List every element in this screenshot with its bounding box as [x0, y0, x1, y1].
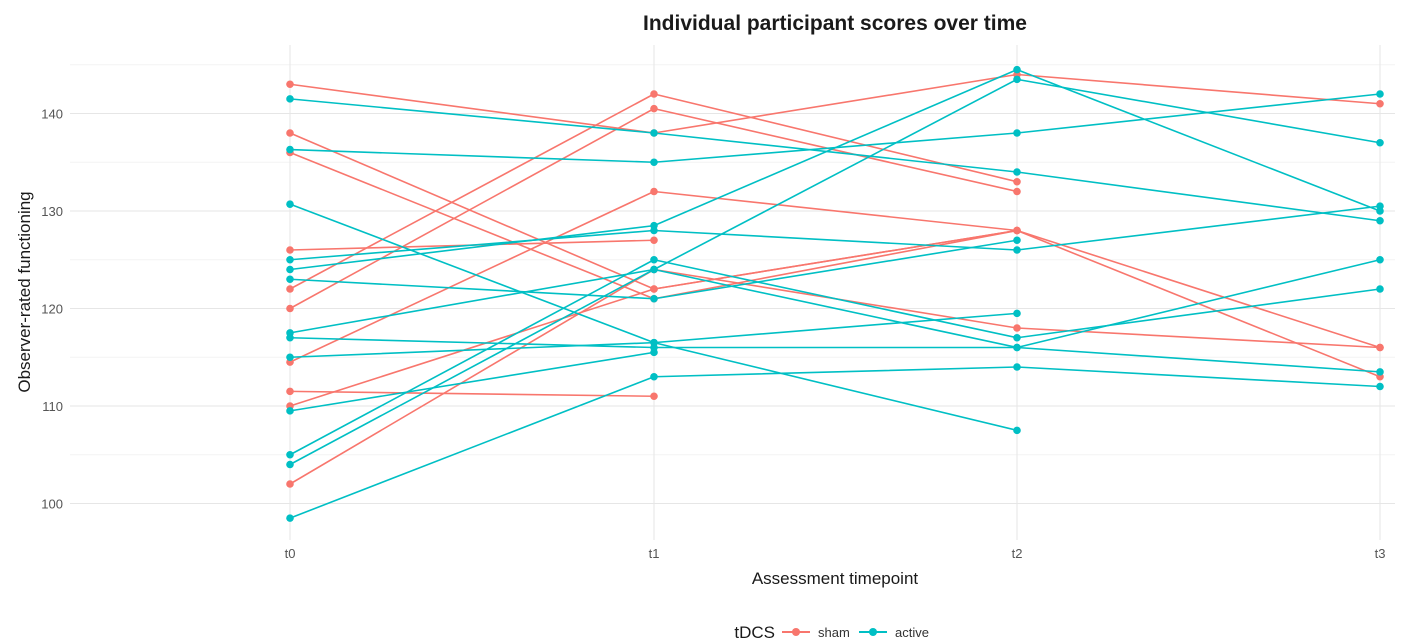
- series-line-active: [289, 98, 1381, 222]
- data-point-active: [1013, 236, 1021, 245]
- data-point-sham: [650, 104, 658, 113]
- series-line-active: [289, 258, 1381, 456]
- data-point-sham: [650, 285, 658, 293]
- data-point-active: [1013, 168, 1021, 176]
- data-point-active: [286, 255, 294, 264]
- data-point-active: [650, 221, 658, 230]
- data-point-active: [650, 372, 658, 381]
- data-point-active: [1013, 333, 1021, 342]
- data-point-active: [286, 275, 294, 284]
- legend: tDCS sham active: [734, 623, 929, 642]
- data-point-active: [286, 145, 294, 154]
- data-point-sham: [286, 80, 294, 89]
- data-point-sham: [1013, 177, 1021, 186]
- series-line-active: [289, 78, 1381, 466]
- data-point-sham: [1013, 324, 1021, 332]
- data-point-active: [1013, 426, 1021, 435]
- data-point-active: [1376, 382, 1384, 391]
- data-point-sham: [286, 246, 294, 254]
- data-point-sham: [650, 90, 658, 98]
- data-point-sham: [286, 387, 294, 396]
- x-axis-ticks: t0 t1 t2 t3: [285, 546, 1386, 561]
- data-point-active: [286, 353, 294, 362]
- data-point-sham: [1376, 343, 1384, 352]
- data-points: [286, 65, 1384, 522]
- data-point-active: [286, 407, 294, 415]
- legend-label-active: active: [895, 625, 929, 640]
- series-line-active: [289, 366, 1381, 519]
- data-point-sham: [286, 129, 294, 137]
- data-point-active: [650, 265, 658, 274]
- x-axis-title: Assessment timepoint: [752, 569, 919, 588]
- legend-item-active: active: [859, 625, 929, 640]
- data-point-active: [1013, 309, 1021, 318]
- series-line-active: [289, 68, 1381, 271]
- y-tick-label: 140: [41, 107, 63, 122]
- data-point-active: [650, 255, 658, 264]
- series-line-sham: [289, 390, 655, 398]
- series-line-active: [289, 258, 1381, 349]
- legend-label-sham: sham: [818, 625, 850, 640]
- x-tick-label: t3: [1375, 546, 1386, 561]
- data-point-active: [1013, 246, 1021, 254]
- data-point-active: [650, 129, 658, 137]
- data-point-active: [1376, 216, 1384, 225]
- data-point-active: [1376, 138, 1384, 147]
- data-point-sham: [650, 187, 658, 196]
- data-point-active: [1013, 343, 1021, 352]
- data-point-active: [286, 514, 294, 522]
- data-point-active: [286, 333, 294, 342]
- data-point-sham: [1376, 99, 1384, 108]
- data-point-sham: [1013, 226, 1021, 235]
- data-point-active: [286, 460, 294, 469]
- y-axis-title: Observer-rated functioning: [15, 191, 34, 392]
- data-point-sham: [650, 236, 658, 245]
- data-point-active: [650, 338, 658, 347]
- series-line-active: [289, 205, 1381, 261]
- series-line-sham: [289, 73, 1381, 134]
- legend-key-sham-point: [792, 628, 800, 636]
- data-point-active: [1013, 129, 1021, 137]
- series-line-sham: [289, 151, 1381, 349]
- y-tick-label: 100: [41, 497, 63, 512]
- y-axis-ticks: 100 110 120 130 140: [41, 107, 63, 512]
- data-point-active: [286, 200, 294, 208]
- y-tick-label: 130: [41, 204, 63, 219]
- data-point-active: [286, 95, 294, 103]
- x-tick-label: t0: [285, 546, 296, 561]
- y-tick-label: 110: [42, 399, 63, 414]
- grid: [70, 45, 1395, 540]
- data-point-sham: [650, 392, 658, 401]
- data-point-sham: [286, 480, 294, 488]
- data-point-active: [1013, 363, 1021, 371]
- data-point-sham: [286, 304, 294, 313]
- x-tick-label: t2: [1012, 546, 1023, 561]
- data-point-active: [1376, 285, 1384, 293]
- series-lines: [289, 68, 1381, 519]
- data-point-active: [650, 348, 658, 357]
- y-tick-label: 120: [41, 302, 63, 317]
- data-point-sham: [286, 285, 294, 293]
- chart-title: Individual participant scores over time: [643, 12, 1027, 35]
- data-point-active: [1376, 368, 1384, 376]
- series-line-active: [289, 351, 655, 412]
- data-point-active: [286, 265, 294, 274]
- series-line-active: [289, 268, 1381, 373]
- legend-item-sham: sham: [782, 625, 850, 640]
- data-point-active: [1376, 207, 1384, 215]
- legend-title: tDCS: [734, 623, 775, 642]
- legend-key-active-point: [869, 628, 877, 636]
- data-point-active: [650, 158, 658, 167]
- series-line-sham: [289, 132, 1381, 378]
- data-point-active: [1376, 90, 1384, 98]
- data-point-active: [1013, 65, 1021, 74]
- data-point-active: [286, 450, 294, 459]
- data-point-active: [650, 294, 658, 303]
- data-point-active: [1376, 255, 1384, 264]
- data-point-active: [1013, 75, 1021, 84]
- data-point-sham: [1013, 187, 1021, 196]
- x-tick-label: t1: [649, 546, 660, 561]
